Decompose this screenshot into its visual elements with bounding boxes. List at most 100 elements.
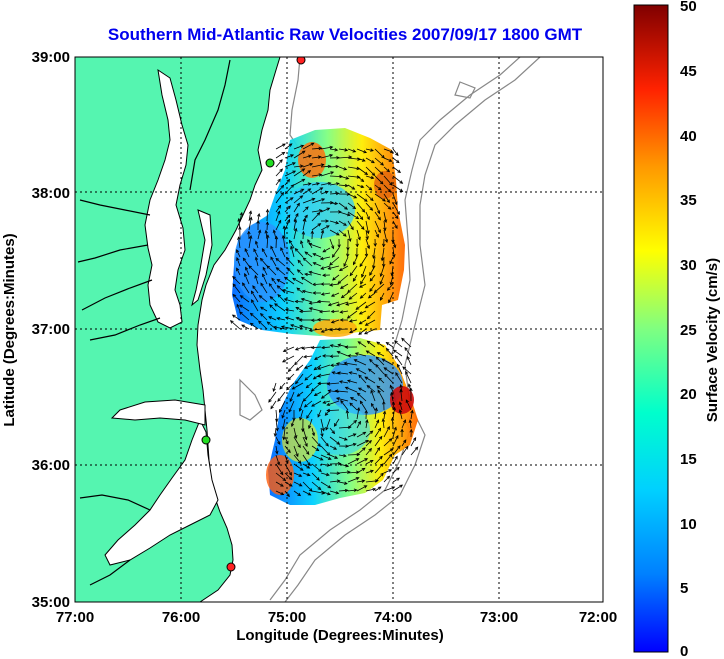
- velocity-arrowhead: [292, 170, 297, 174]
- velocity-arrow: [329, 490, 339, 494]
- velocity-arrow: [289, 240, 295, 249]
- y-tick-labels: 39:00 38:00 37:00 36:00 35:00: [32, 49, 70, 611]
- velocity-arrowhead: [357, 341, 362, 345]
- velocity-arrow: [302, 163, 313, 168]
- velocity-arrowhead: [368, 439, 372, 444]
- velocity-arrowhead: [281, 289, 286, 293]
- velocity-arrow: [284, 298, 295, 303]
- velocity-arrowhead: [308, 301, 313, 305]
- velocity-arrow: [302, 290, 313, 294]
- velocity-arrowhead: [379, 171, 384, 175]
- velocity-arrow: [376, 341, 385, 348]
- velocity-arrow: [347, 443, 356, 447]
- velocity-arrow: [329, 183, 340, 186]
- velocity-arrowhead: [307, 239, 311, 243]
- velocity-arrow: [321, 391, 331, 399]
- velocity-arrow: [388, 292, 394, 303]
- velocity-arrowhead: [369, 197, 374, 202]
- velocity-arrow: [311, 182, 320, 186]
- velocity-arrowhead: [297, 444, 301, 449]
- velocity-arrow: [320, 427, 323, 437]
- velocity-arrowhead: [239, 311, 243, 315]
- velocity-arrow: [365, 238, 370, 249]
- velocity-arrow: [302, 231, 304, 240]
- velocity-arrow: [236, 249, 241, 258]
- velocity-arrow: [399, 401, 403, 411]
- velocity-arrowhead: [277, 204, 282, 209]
- velocity-arrowhead: [362, 447, 366, 451]
- velocity-arrowhead: [257, 320, 262, 325]
- velocity-arrow: [289, 391, 295, 402]
- velocity-arrowhead: [355, 243, 359, 248]
- velocity-arrow: [329, 192, 339, 195]
- velocity-arrowhead: [259, 312, 264, 317]
- velocity-arrow: [356, 220, 365, 230]
- velocity-arrow: [244, 248, 250, 258]
- velocity-arrowhead: [297, 492, 302, 497]
- velocity-arrow: [302, 481, 313, 492]
- velocity-arrowhead: [303, 354, 307, 359]
- velocity-arrow: [367, 340, 376, 348]
- velocity-arrow: [309, 271, 322, 276]
- velocity-arrow: [374, 419, 379, 429]
- velocity-arrowhead: [376, 446, 381, 451]
- velocity-arrow: [365, 430, 373, 438]
- velocity-arrow: [302, 490, 311, 496]
- velocity-arrow: [311, 210, 323, 213]
- velocity-arrow: [392, 184, 403, 192]
- velocity-arrowhead: [376, 210, 381, 215]
- velocity-arrow: [299, 409, 304, 421]
- velocity-arrow: [248, 265, 259, 276]
- velocity-arrowhead: [379, 180, 384, 185]
- velocity-arrowhead: [258, 295, 263, 299]
- velocity-arrowhead: [354, 352, 359, 356]
- y-axis-label: Latitude (Degrees:Minutes): [1, 233, 18, 426]
- velocity-arrowhead: [326, 408, 331, 413]
- velocity-arrowhead: [242, 257, 247, 262]
- velocity-arrow: [296, 364, 304, 371]
- velocity-arrowhead: [327, 302, 332, 307]
- velocity-arrowhead: [392, 349, 397, 353]
- velocity-arrow: [275, 168, 283, 177]
- velocity-arrowhead: [305, 206, 309, 210]
- velocity-arrowhead: [300, 297, 305, 302]
- velocity-arrowhead: [386, 475, 391, 480]
- velocity-arrowhead: [336, 479, 341, 483]
- velocity-arrowhead: [364, 322, 369, 326]
- velocity-arrowhead: [308, 270, 313, 275]
- velocity-arrow: [383, 454, 393, 465]
- velocity-arrow: [275, 481, 284, 487]
- velocity-arrow: [292, 277, 304, 285]
- velocity-arrowhead: [407, 383, 412, 388]
- velocity-arrowhead: [272, 229, 277, 234]
- velocity-arrowhead: [265, 208, 270, 213]
- velocity-arrow: [317, 409, 322, 418]
- velocity-arrowhead: [394, 225, 398, 229]
- velocity-arrowhead: [318, 173, 323, 177]
- velocity-arrowhead: [256, 220, 260, 224]
- velocity-arrowhead: [343, 222, 347, 226]
- velocity-arrowhead: [310, 142, 315, 146]
- velocity-arrow: [369, 359, 376, 366]
- velocity-arrowhead: [273, 433, 278, 437]
- velocity-arrowhead: [311, 432, 316, 437]
- velocity-arrowhead: [347, 289, 351, 294]
- velocity-arrowhead: [294, 361, 298, 366]
- velocity-arrow: [383, 157, 392, 162]
- velocity-arrow: [302, 472, 310, 476]
- velocity-arrow: [383, 220, 386, 231]
- velocity-arrow: [410, 410, 413, 420]
- velocity-arrowhead: [375, 479, 379, 483]
- velocity-arrowhead: [356, 407, 361, 411]
- velocity-arrowhead: [254, 274, 258, 279]
- velocity-arrowhead: [348, 238, 352, 243]
- velocity-arrowhead: [302, 398, 307, 402]
- velocity-arrowhead: [376, 419, 380, 424]
- velocity-arrow: [282, 235, 286, 249]
- river-potomac: [77, 199, 151, 263]
- velocity-arrowhead: [355, 458, 360, 462]
- velocity-arrow: [293, 213, 299, 222]
- velocity-arrowhead: [239, 211, 243, 216]
- velocity-arrowhead: [316, 299, 321, 304]
- velocity-arrowhead: [279, 159, 283, 163]
